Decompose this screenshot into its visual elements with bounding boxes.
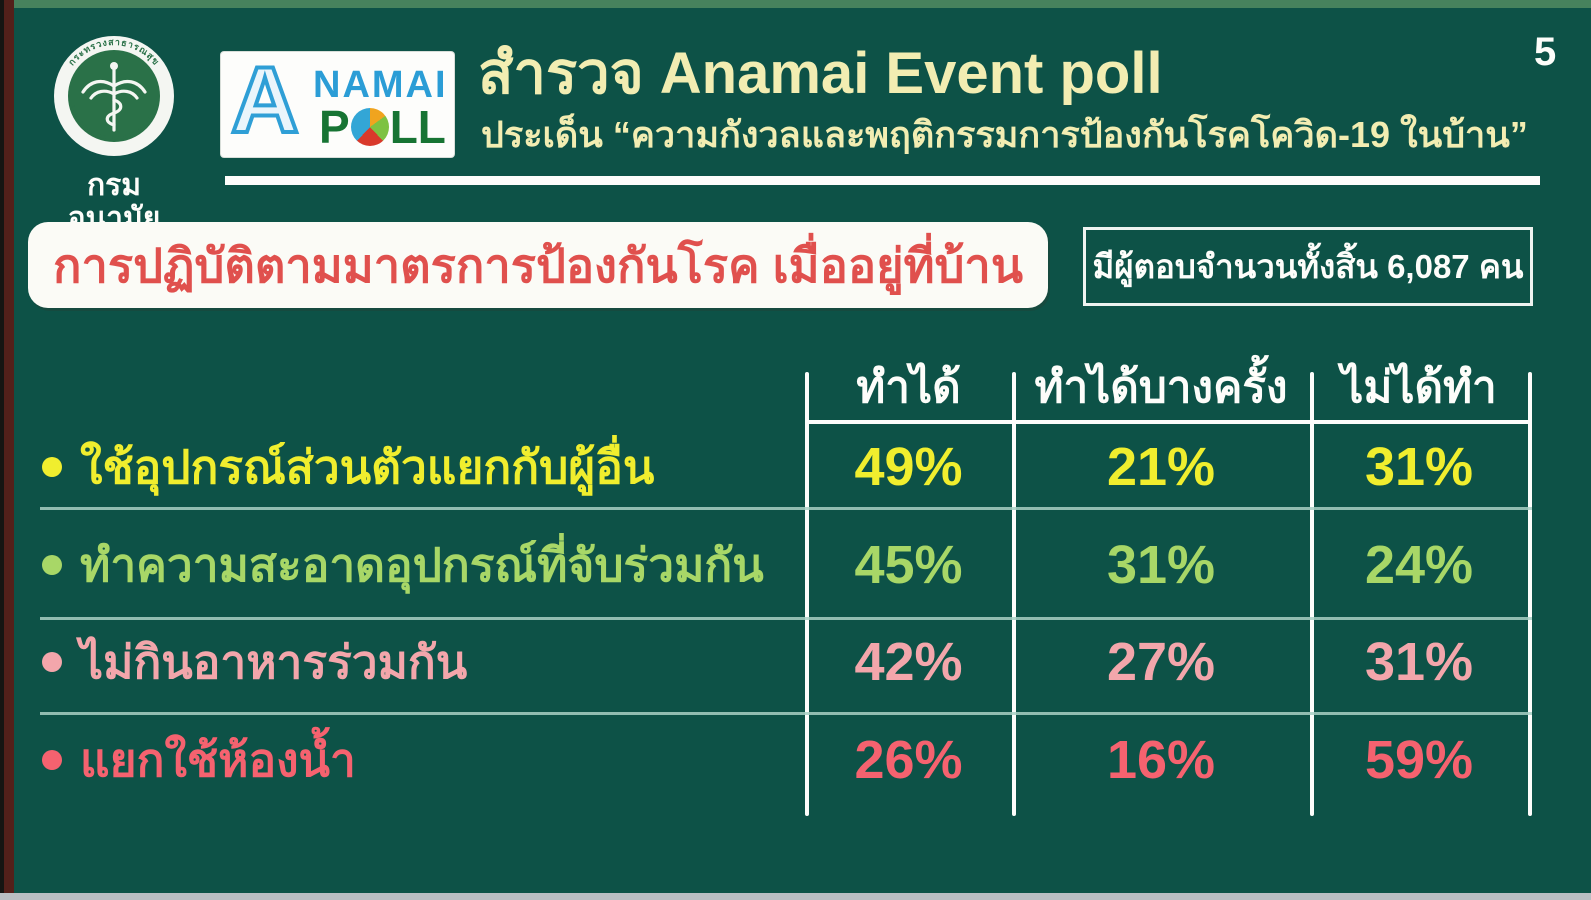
logo-letter-p: P <box>319 101 350 153</box>
logo-letters-ll: LL <box>389 101 446 153</box>
table-cell: 27% <box>1106 632 1216 692</box>
section-heading-text: การปฏิบัติตามมาตรการป้องกันโรค เมื่ออยู่… <box>53 238 1023 292</box>
row-divider-2 <box>40 617 1532 620</box>
table-header-divider <box>805 420 1532 424</box>
row-label-text: ใช้อุปกรณ์ส่วนตัวแยกกับผู้อื่น <box>80 440 655 493</box>
respondents-box: มีผู้ตอบจำนวนทั้งสิ้น 6,087 คน <box>1083 227 1533 306</box>
row-label-text: ไม่กินอาหารร่วมกัน <box>80 635 468 688</box>
top-edge-strip <box>0 0 1591 8</box>
table-cell: 31% <box>1364 437 1474 497</box>
left-edge-black <box>0 0 4 900</box>
bullet-icon <box>42 555 62 575</box>
table-cell: 16% <box>1106 730 1216 790</box>
table-cell: 49% <box>854 437 963 497</box>
table-cell: 24% <box>1364 535 1474 595</box>
logo-namai-text: NAMAI <box>313 64 448 106</box>
left-edge-maroon <box>4 0 14 900</box>
column-header-sometimes: ทำได้บางครั้ง <box>1034 363 1288 412</box>
table-cell: 21% <box>1106 437 1216 497</box>
table-vline-4 <box>1528 372 1532 816</box>
table-cell: 31% <box>1364 632 1474 692</box>
table-cell: 26% <box>854 730 963 790</box>
header-underline <box>225 176 1540 185</box>
pie-chart-icon <box>350 108 389 146</box>
table-row-label: ใช้อุปกรณ์ส่วนตัวแยกกับผู้อื่น <box>42 426 797 508</box>
anamai-poll-logo: A NAMAI P LL <box>221 46 454 157</box>
table-row-label: แยกใช้ห้องน้ำ <box>42 719 797 801</box>
column-header-did-not-do: ไม่ได้ทำ <box>1341 363 1497 412</box>
table-vline-3 <box>1310 372 1314 816</box>
ministry-seal-icon: กระทรวงสาธารณสุข MINISTRY OF PUBLIC HEAL… <box>54 36 174 156</box>
table-vline-1 <box>805 372 809 816</box>
table-cell: 31% <box>1106 535 1216 595</box>
table-row-label: ไม่กินอาหารร่วมกัน <box>42 621 797 703</box>
respondents-text: มีผู้ตอบจำนวนทั้งสิ้น 6,087 คน <box>1092 248 1524 285</box>
bottom-edge-strip <box>0 893 1591 900</box>
logo-poll-line: P LL <box>319 104 446 150</box>
table-cell: 45% <box>854 535 963 595</box>
bullet-icon <box>42 457 62 477</box>
page-number: 5 <box>1534 30 1557 74</box>
section-heading-pill: การปฏิบัติตามมาตรการป้องกันโรค เมื่ออยู่… <box>28 222 1048 308</box>
bullet-icon <box>42 652 62 672</box>
bullet-icon <box>42 750 62 770</box>
row-label-text: แยกใช้ห้องน้ำ <box>80 733 356 786</box>
table-cell: 42% <box>854 632 963 692</box>
logo-letter-a: A <box>229 46 301 154</box>
row-divider-3 <box>40 712 1532 715</box>
page-subtitle: ประเด็น “ความกังวลและพฤติกรรมการป้องกันโ… <box>481 114 1528 155</box>
page-title: สำรวจ Anamai Event poll <box>478 41 1163 106</box>
table-vline-2 <box>1012 372 1016 816</box>
row-label-text: ทำความสะอาดอุปกรณ์ที่จับร่วมกัน <box>80 538 764 591</box>
table-row-label: ทำความสะอาดอุปกรณ์ที่จับร่วมกัน <box>42 524 797 606</box>
table-cell: 59% <box>1364 730 1474 790</box>
ministry-logo-block: กระทรวงสาธารณสุข MINISTRY OF PUBLIC HEAL… <box>44 34 184 247</box>
caduceus-icon <box>81 62 147 132</box>
row-divider-1 <box>40 507 1532 510</box>
column-header-can-do: ทำได้ <box>856 363 961 412</box>
